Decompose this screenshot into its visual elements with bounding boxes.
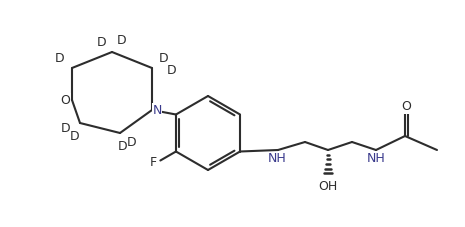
Text: N: N [153,104,162,116]
Text: O: O [401,101,411,114]
Text: NH: NH [366,153,385,165]
Text: D: D [70,129,80,143]
Text: D: D [117,34,127,47]
Text: D: D [97,35,107,49]
Text: OH: OH [319,180,338,192]
Text: D: D [127,136,137,150]
Text: D: D [118,141,128,153]
Text: D: D [167,64,177,76]
Text: D: D [61,121,71,135]
Text: F: F [149,156,157,170]
Text: NH: NH [268,153,286,165]
Text: D: D [55,52,65,66]
Text: D: D [159,52,169,64]
Text: O: O [60,94,70,106]
